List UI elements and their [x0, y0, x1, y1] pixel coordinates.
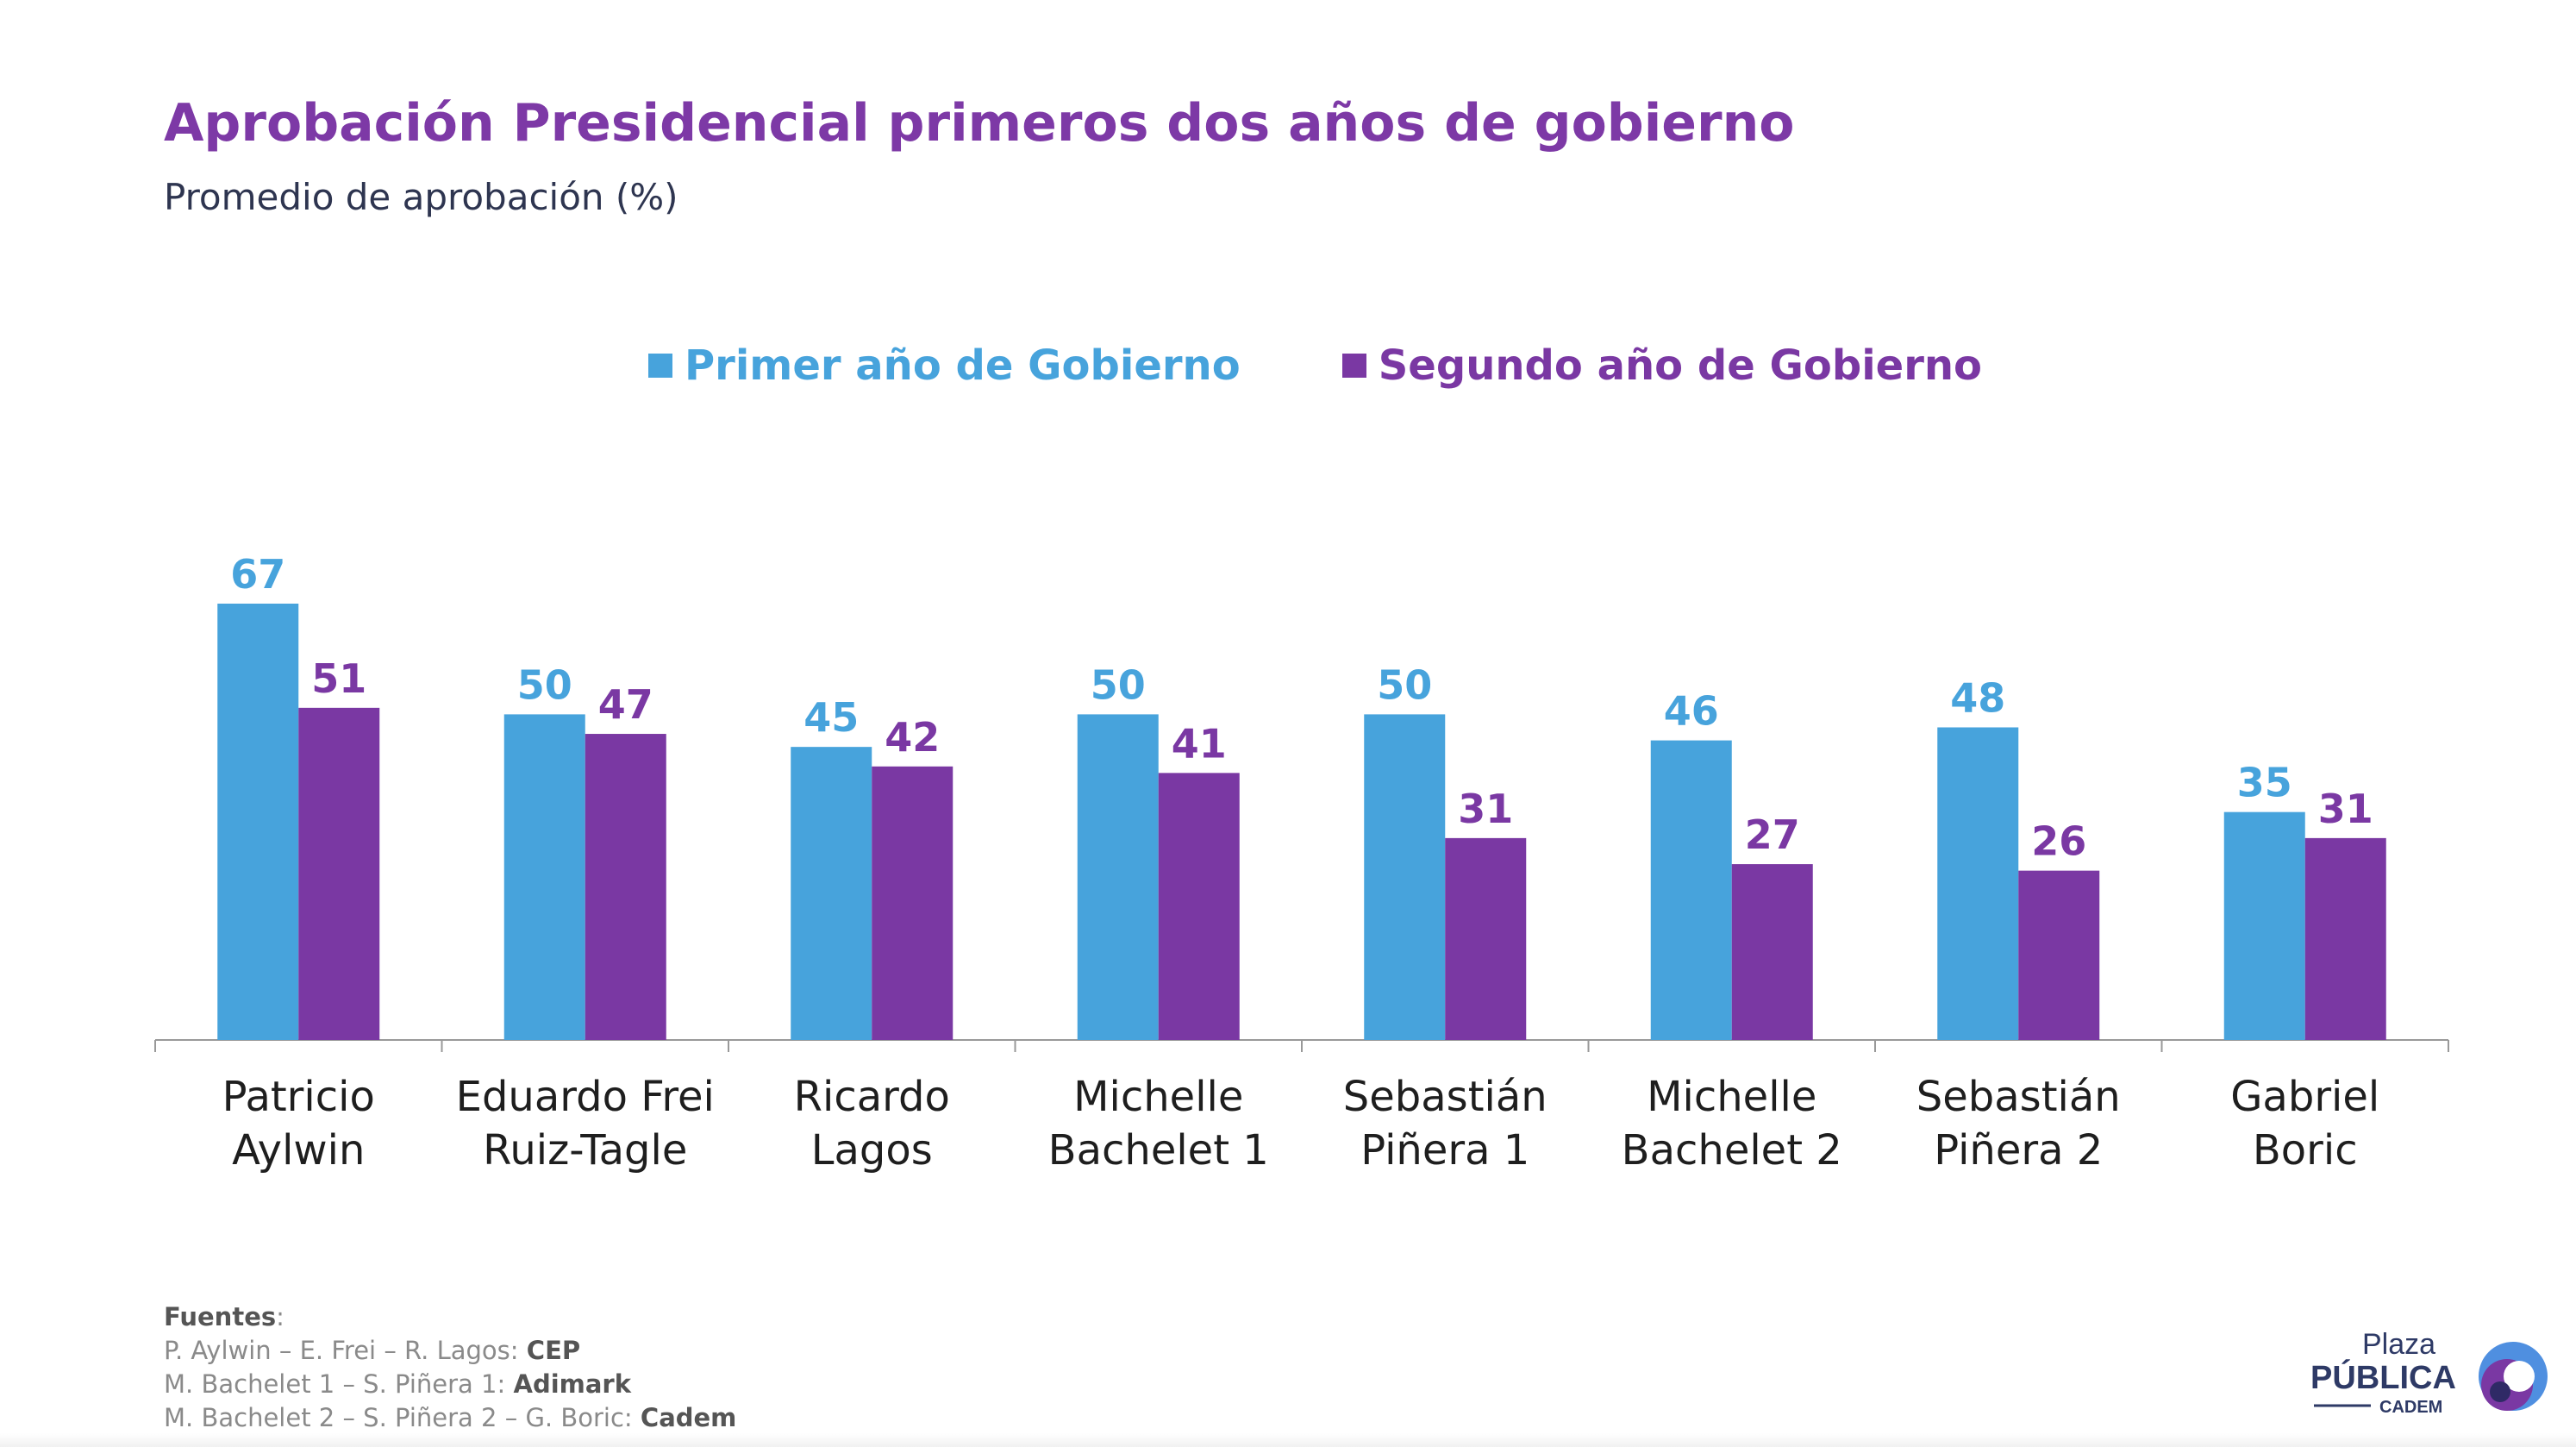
legend-swatch-primer-ano	[648, 354, 672, 378]
logo-text-cadem: CADEM	[2379, 1398, 2442, 1417]
x-tick-label: Michelle	[1073, 1073, 1243, 1121]
bar-series-1-8	[2223, 811, 2305, 1040]
bar-series-1-1	[217, 604, 299, 1040]
x-tick-label: Michelle	[1647, 1073, 1816, 1121]
bar-value-label: 50	[1091, 661, 1146, 708]
bar-series-1-7	[1937, 727, 2019, 1040]
sources-line-2: M. Bachelet 1 – S. Piñera 1: Adimark	[164, 1369, 632, 1399]
bar-value-label: 31	[2318, 786, 2373, 832]
x-tick-label: Ruiz-Tagle	[483, 1126, 687, 1175]
bar-value-label: 50	[1377, 661, 1432, 708]
x-tick-label: Eduardo Frei	[456, 1073, 715, 1121]
bar-value-label: 67	[230, 551, 285, 598]
sources-heading: Fuentes:	[164, 1302, 284, 1331]
x-tick-label: Patricio	[222, 1073, 375, 1121]
bar-chart: 67 51 Patricio Aylwin 50 47 Eduardo Frei Ruiz-T…	[154, 551, 2449, 1175]
bar-series-1-4	[1077, 714, 1159, 1040]
x-tick-label: Bachelet 2	[1622, 1126, 1842, 1175]
bar-series-1-5	[1364, 714, 1446, 1040]
bar-value-label: 42	[885, 714, 940, 761]
sources-line-1: P. Aylwin – E. Frei – R. Lagos: CEP	[164, 1336, 581, 1365]
bottom-fade	[0, 1433, 2576, 1447]
bar-value-label: 50	[517, 661, 572, 708]
legend-swatch-segundo-ano	[1341, 354, 1366, 378]
chart-title: Aprobación Presidencial primeros dos año…	[164, 93, 1795, 153]
legend-label-primer-ano: Primer año de Gobierno	[685, 341, 1241, 390]
bar-series-2-3	[872, 766, 953, 1040]
x-tick-label: Gabriel	[2230, 1073, 2379, 1121]
bar-series-1-2	[503, 714, 585, 1040]
chart-subtitle: Promedio de aprobación (%)	[164, 176, 678, 218]
bar-series-2-4	[1158, 773, 1240, 1040]
legend-item-segundo-ano: Segundo año de Gobierno	[1341, 341, 1983, 390]
x-tick-label: Piñera 1	[1360, 1126, 1529, 1175]
logo-text-plaza: Plaza	[2362, 1328, 2435, 1361]
x-tick-label: Ricardo	[794, 1073, 950, 1121]
plaza-publica-cadem-logo: Plaza PÚBLICA CADEM	[2310, 1328, 2548, 1417]
bar-value-label: 31	[1458, 786, 1513, 832]
legend-label-segundo-ano: Segundo año de Gobierno	[1378, 341, 1983, 390]
bar-value-label: 47	[598, 681, 653, 728]
sources-line-3: M. Bachelet 2 – S. Piñera 2 – G. Boric: …	[164, 1403, 737, 1432]
bar-series-2-2	[585, 734, 666, 1040]
x-tick-label: Aylwin	[232, 1126, 365, 1175]
bar-series-1-6	[1650, 740, 1732, 1040]
x-tick-label: Sebastián	[1343, 1073, 1547, 1121]
bar-series-2-7	[2018, 870, 2100, 1040]
logo-mark-icon	[2479, 1342, 2548, 1411]
bar-series-2-1	[298, 707, 380, 1040]
bar-series-1-3	[791, 747, 872, 1040]
bar-series-2-5	[1445, 837, 1527, 1040]
x-tick-label: Boric	[2253, 1126, 2358, 1175]
x-tick-label: Lagos	[811, 1126, 933, 1175]
bar-value-label: 48	[1950, 674, 2005, 721]
bar-value-label: 35	[2237, 760, 2292, 806]
x-tick-label: Bachelet 1	[1048, 1126, 1269, 1175]
bar-value-label: 41	[1172, 720, 1227, 767]
sources-block: Fuentes: P. Aylwin – E. Frei – R. Lagos:…	[164, 1300, 736, 1435]
bar-value-label: 51	[311, 655, 366, 702]
bar-value-label: 45	[803, 694, 859, 741]
bar-value-label: 27	[1745, 811, 1800, 858]
bar-series-2-8	[2304, 837, 2386, 1040]
x-tick-label: Piñera 2	[1934, 1126, 2103, 1175]
legend-item-primer-ano: Primer año de Gobierno	[648, 341, 1241, 390]
bar-value-label: 46	[1664, 688, 1719, 735]
bar-value-label: 26	[2031, 818, 2086, 865]
chart-legend: Primer año de Gobierno Segundo año de Go…	[648, 341, 1982, 390]
x-tick-label: Sebastián	[1916, 1073, 2121, 1121]
bar-series-2-6	[1731, 864, 1813, 1040]
logo-text-publica: PÚBLICA	[2310, 1358, 2456, 1396]
